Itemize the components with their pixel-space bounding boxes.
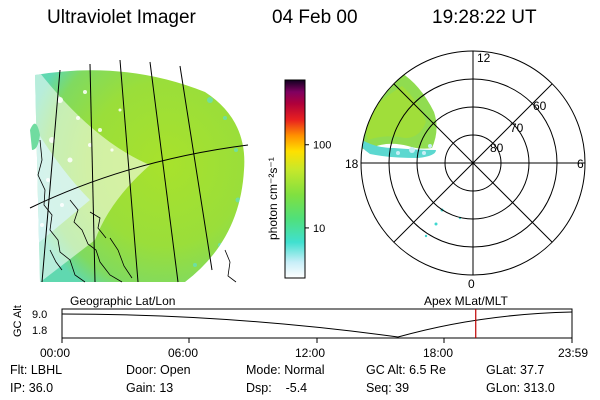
- timeline-x-tick-0600: 06:00: [168, 346, 198, 360]
- mlt-label-18: 18: [345, 157, 359, 171]
- timeline-y-tick-bottom: 1.8: [32, 325, 47, 337]
- gain-label: Gain: 13: [126, 381, 174, 395]
- mlat-label-70: 70: [510, 121, 524, 135]
- mlt-label-12: 12: [477, 51, 491, 65]
- filter-label: Flt: LBHL: [10, 363, 63, 377]
- timeline-x-tick-2359: 23:59: [558, 346, 588, 360]
- colorbar-units-label: photon cm⁻²s⁻¹: [266, 157, 280, 240]
- mlat-label-60: 60: [533, 99, 547, 113]
- mode-label: Mode: Normal: [246, 363, 325, 377]
- timeline-x-tick-1800: 18:00: [423, 346, 453, 360]
- timeline-x-tick-1200: 12:00: [295, 346, 325, 360]
- observation-time: 19:28:22 UT: [432, 7, 537, 28]
- mlt-label-6: 6: [577, 157, 584, 171]
- instrument-title: Ultraviolet Imager: [47, 7, 196, 28]
- glon-label: GLon: 313.0: [486, 381, 555, 395]
- colorbar-tick-label-10: 10: [313, 223, 325, 235]
- colorbar-tick-label-100: 100: [313, 140, 331, 152]
- glat-label: GLat: 37.7: [486, 363, 545, 377]
- gc-alt-label: GC Alt: 6.5 Re: [366, 363, 446, 377]
- ip-label: IP: 36.0: [10, 381, 54, 395]
- dsp-label: Dsp: -5.4: [246, 381, 308, 395]
- mlt-label-0: 0: [468, 277, 475, 291]
- gc-alt-curve: [61, 311, 573, 338]
- timeline-right-label: Apex MLat/MLT: [424, 294, 508, 308]
- timeline-y-tick-top: 9.0: [32, 309, 47, 321]
- mlat-label-80: 80: [490, 141, 504, 155]
- timeline-axis-title: GC Alt: [12, 305, 24, 337]
- colorbar: 100 10 photon cm⁻²s⁻¹: [266, 79, 331, 279]
- timeline-x-tick-0000: 00:00: [40, 346, 70, 360]
- timeline-frame: [61, 308, 573, 339]
- door-label: Door: Open: [126, 363, 191, 377]
- earth-image: [29, 59, 249, 283]
- seq-label: Seq: 39: [366, 381, 410, 395]
- timeline-left-label: Geographic Lat/Lon: [70, 294, 175, 308]
- timeline-panel: Geographic Lat/Lon Apex MLat/MLT GC Alt …: [12, 294, 588, 360]
- polar-plot: 12 18 6 0 60 70 80: [345, 50, 586, 291]
- observation-date: 04 Feb 00: [272, 7, 358, 28]
